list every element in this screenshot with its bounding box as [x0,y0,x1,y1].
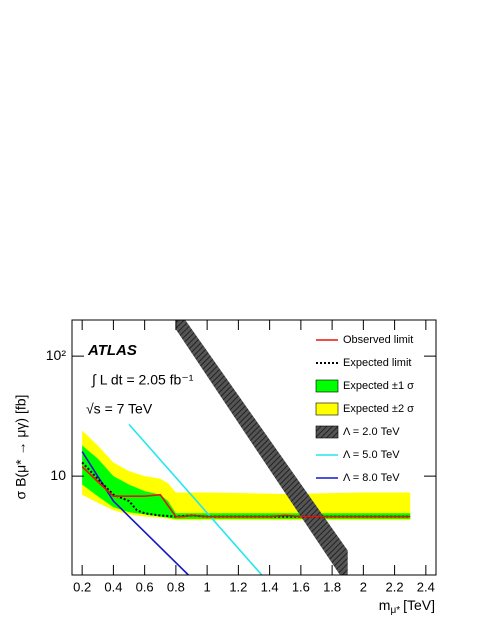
legend-label: Observed limit [343,334,413,346]
x-tick-label: 2.4 [417,579,435,594]
legend-swatch [315,402,339,416]
line [81,451,189,575]
x-label-main: m [379,597,391,613]
x-tick-label: 1 [204,579,211,594]
x-label-unit: [TeV] [403,597,435,613]
band [175,320,348,575]
legend-label: Λ = 5.0 TeV [343,449,400,461]
x-tick-label: 2.2 [386,579,404,594]
x-tick-label: 0.4 [104,579,122,594]
legend-swatch [315,379,339,393]
plot-marks [81,320,411,575]
legend-label: Expected ±2 σ [343,403,414,415]
experiment-label: ATLAS [87,342,137,359]
x-tick-label: 2 [360,579,367,594]
plot-area [72,320,436,575]
x-tick-label: 1.8 [323,579,341,594]
legend-label: Expected limit [343,357,411,369]
line [81,466,411,518]
x-tick-label: 1.6 [292,579,310,594]
x-tick-label: 1.2 [229,579,247,594]
energy-label: √s = 7 TeV [86,401,153,417]
band [82,430,411,521]
legend-label: Λ = 8.0 TeV [343,472,400,484]
y-tick-label: 10² [46,347,67,363]
legend-label: Expected ±1 σ [343,380,414,392]
legend-swatch [315,425,339,439]
y-tick-label: 10 [50,467,66,483]
x-tick-label: 1.4 [261,579,279,594]
x-tick-label: 0.6 [136,579,154,594]
legend-label: Λ = 2.0 TeV [343,426,400,438]
y-axis-label: σ B(μ* → μγ) [fb] [13,395,29,500]
x-tick-label: 0.2 [73,579,91,594]
line [128,423,263,575]
plot-frame [71,319,437,576]
x-label-sub: μ* [390,605,400,616]
x-axis-label: mμ* [TeV] [379,597,435,616]
luminosity-label: ∫ L dt = 2.05 fb⁻¹ [91,372,194,388]
x-tick-label: 0.8 [167,579,185,594]
